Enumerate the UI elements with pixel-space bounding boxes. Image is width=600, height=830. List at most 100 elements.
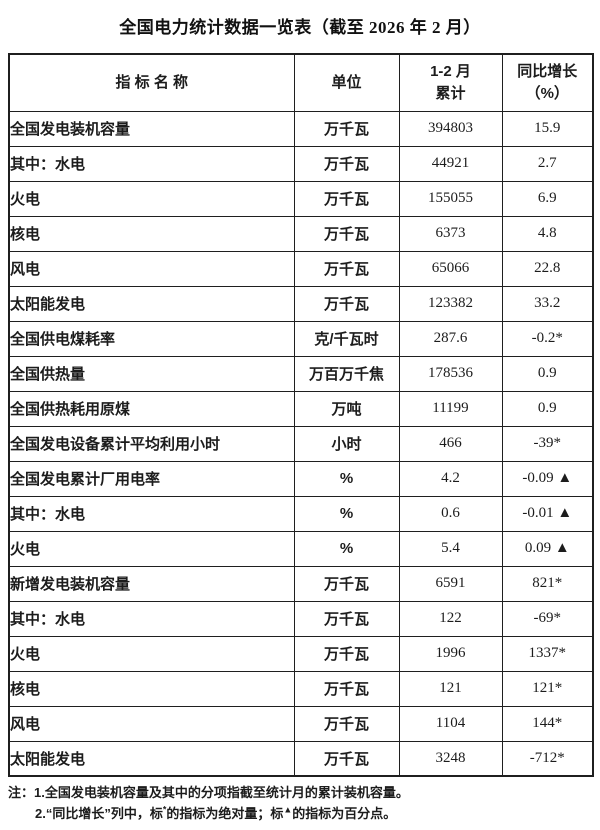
unit-cell: 小时 [293,425,400,462]
table-row: 全国发电装机容量 万千瓦 394803 15.9 [8,110,594,147]
table-row: 火电 万千瓦 1996 1337* [8,635,594,672]
cumulative-value-cell: 11199 [398,390,503,427]
unit-cell: % [293,460,400,497]
indicator-cell: 全国供热耗用原煤 [8,390,295,427]
cumulative-value-cell: 6591 [398,565,503,602]
unit-cell: 万千瓦 [293,705,400,742]
unit-cell: 克/千瓦时 [293,320,400,357]
table-row: 太阳能发电 万千瓦 123382 33.2 [8,285,594,322]
yoy-value-cell: -0.01 ▲ [501,495,594,532]
table-row: 全国供电煤耗率 克/千瓦时 287.6 -0.2* [8,320,594,357]
unit-cell: 万百万千焦 [293,355,400,392]
indicator-cell: 其中：水电 [8,600,295,637]
yoy-value-cell: 15.9 [501,110,594,147]
footnote-1: 注：1.全国发电装机容量及其中的分项指截至统计月的累计装机容量。 [8,782,592,803]
cumulative-value-cell: 1996 [398,635,503,672]
indicator-cell: 太阳能发电 [8,285,295,322]
yoy-value-cell: 0.9 [501,390,594,427]
yoy-value-cell: 1337* [501,635,594,672]
footnotes: 注：1.全国发电装机容量及其中的分项指截至统计月的累计装机容量。 2.“同比增长… [8,782,592,824]
indicator-cell: 全国发电累计厂用电率 [8,460,295,497]
cumulative-value-cell: 65066 [398,250,503,287]
table-row: 风电 万千瓦 65066 22.8 [8,250,594,287]
indicator-cell: 新增发电装机容量 [8,565,295,602]
indicator-cell: 火电 [8,180,295,217]
table-row: 新增发电装机容量 万千瓦 6591 821* [8,565,594,602]
unit-cell: 万千瓦 [293,740,400,777]
unit-cell: 万千瓦 [293,635,400,672]
footnote-2-part3: 的指标为百分点。 [292,806,397,821]
cumulative-value-cell: 155055 [398,180,503,217]
cumulative-value-cell: 123382 [398,285,503,322]
yoy-value-cell: 4.8 [501,215,594,252]
unit-cell: 万千瓦 [293,285,400,322]
power-statistics-table: 指 标 名 称 单位 1-2 月 累计 同比增长 （%） 全国发电装机容量 万千瓦… [8,53,594,777]
table-row: 核电 万千瓦 121 121* [8,670,594,707]
table-row: 全国供热耗用原煤 万吨 11199 0.9 [8,390,594,427]
indicator-cell: 全国发电设备累计平均利用小时 [8,425,295,462]
table-row: 核电 万千瓦 6373 4.8 [8,215,594,252]
header-unit: 单位 [293,53,400,112]
unit-cell: % [293,530,400,567]
indicator-cell: 其中：水电 [8,145,295,182]
yoy-value-cell: -39* [501,425,594,462]
indicator-cell: 火电 [8,530,295,567]
unit-cell: 万千瓦 [293,145,400,182]
cumulative-value-cell: 1104 [398,705,503,742]
unit-cell: 万千瓦 [293,670,400,707]
footnote-2-part1: 2.“同比增长”列中，标 [35,806,163,821]
yoy-value-cell: -0.09 ▲ [501,460,594,497]
table-row: 其中：水电 万千瓦 44921 2.7 [8,145,594,182]
yoy-value-cell: -69* [501,600,594,637]
table-row: 风电 万千瓦 1104 144* [8,705,594,742]
header-row: 指 标 名 称 单位 1-2 月 累计 同比增长 （%） [8,53,594,112]
yoy-value-cell: 33.2 [501,285,594,322]
unit-cell: 万吨 [293,390,400,427]
cumulative-value-cell: 394803 [398,110,503,147]
table-row: 火电% 5.4 0.09 ▲ [8,530,594,567]
header-cumulative-line2: 累计 [435,84,466,102]
table-row: 全国发电设备累计平均利用小时 小时 466 -39* [8,425,594,462]
unit-cell: 万千瓦 [293,180,400,217]
yoy-value-cell: -712* [501,740,594,777]
indicator-cell: 全国供热量 [8,355,295,392]
indicator-cell: 火电 [8,635,295,672]
cumulative-value-cell: 3248 [398,740,503,777]
table-row: 太阳能发电 万千瓦 3248 -712* [8,740,594,777]
indicator-cell: 全国发电装机容量 [8,110,295,147]
yoy-value-cell: 121* [501,670,594,707]
yoy-value-cell: 6.9 [501,180,594,217]
indicator-cell: 核电 [8,215,295,252]
footnote-2-part2: 的指标为绝对量；标 [166,806,284,821]
unit-cell: % [293,495,400,532]
unit-cell: 万千瓦 [293,565,400,602]
table-row: 火电 万千瓦 155055 6.9 [8,180,594,217]
table-row: 全国发电累计厂用电率% 4.2 -0.09 ▲ [8,460,594,497]
table-row: 全国供热量 万百万千焦 178536 0.9 [8,355,594,392]
cumulative-value-cell: 121 [398,670,503,707]
yoy-value-cell: 144* [501,705,594,742]
header-yoy-line1: 同比增长 [517,63,578,80]
header-cumulative-line1: 1-2 月 [430,63,471,80]
table-row: 其中：水电 万千瓦 122 -69* [8,600,594,637]
yoy-value-cell: 2.7 [501,145,594,182]
table-row: 其中：水电% 0.6 -0.01 ▲ [8,495,594,532]
cumulative-value-cell: 4.2 [398,460,503,497]
asterisk-marker-icon: * [162,804,167,815]
indicator-cell: 全国供电煤耗率 [8,320,295,357]
unit-cell: 万千瓦 [293,215,400,252]
yoy-value-cell: 821* [501,565,594,602]
triangle-marker-icon: ▲ [283,804,293,815]
table-body: 全国发电装机容量 万千瓦 394803 15.9 其中：水电 万千瓦 44921 2.7 火电万… [8,110,594,777]
header-indicator-name: 指 标 名 称 [8,53,295,112]
unit-cell: 万千瓦 [293,110,400,147]
indicator-cell: 风电 [8,705,295,742]
cumulative-value-cell: 466 [398,425,503,462]
indicator-cell: 风电 [8,250,295,287]
unit-cell: 万千瓦 [293,250,400,287]
indicator-cell: 核电 [8,670,295,707]
footnote-2: 2.“同比增长”列中，标*的指标为绝对量；标▲的指标为百分点。 [8,803,592,824]
cumulative-value-cell: 287.6 [398,320,503,357]
yoy-value-cell: 0.9 [501,355,594,392]
